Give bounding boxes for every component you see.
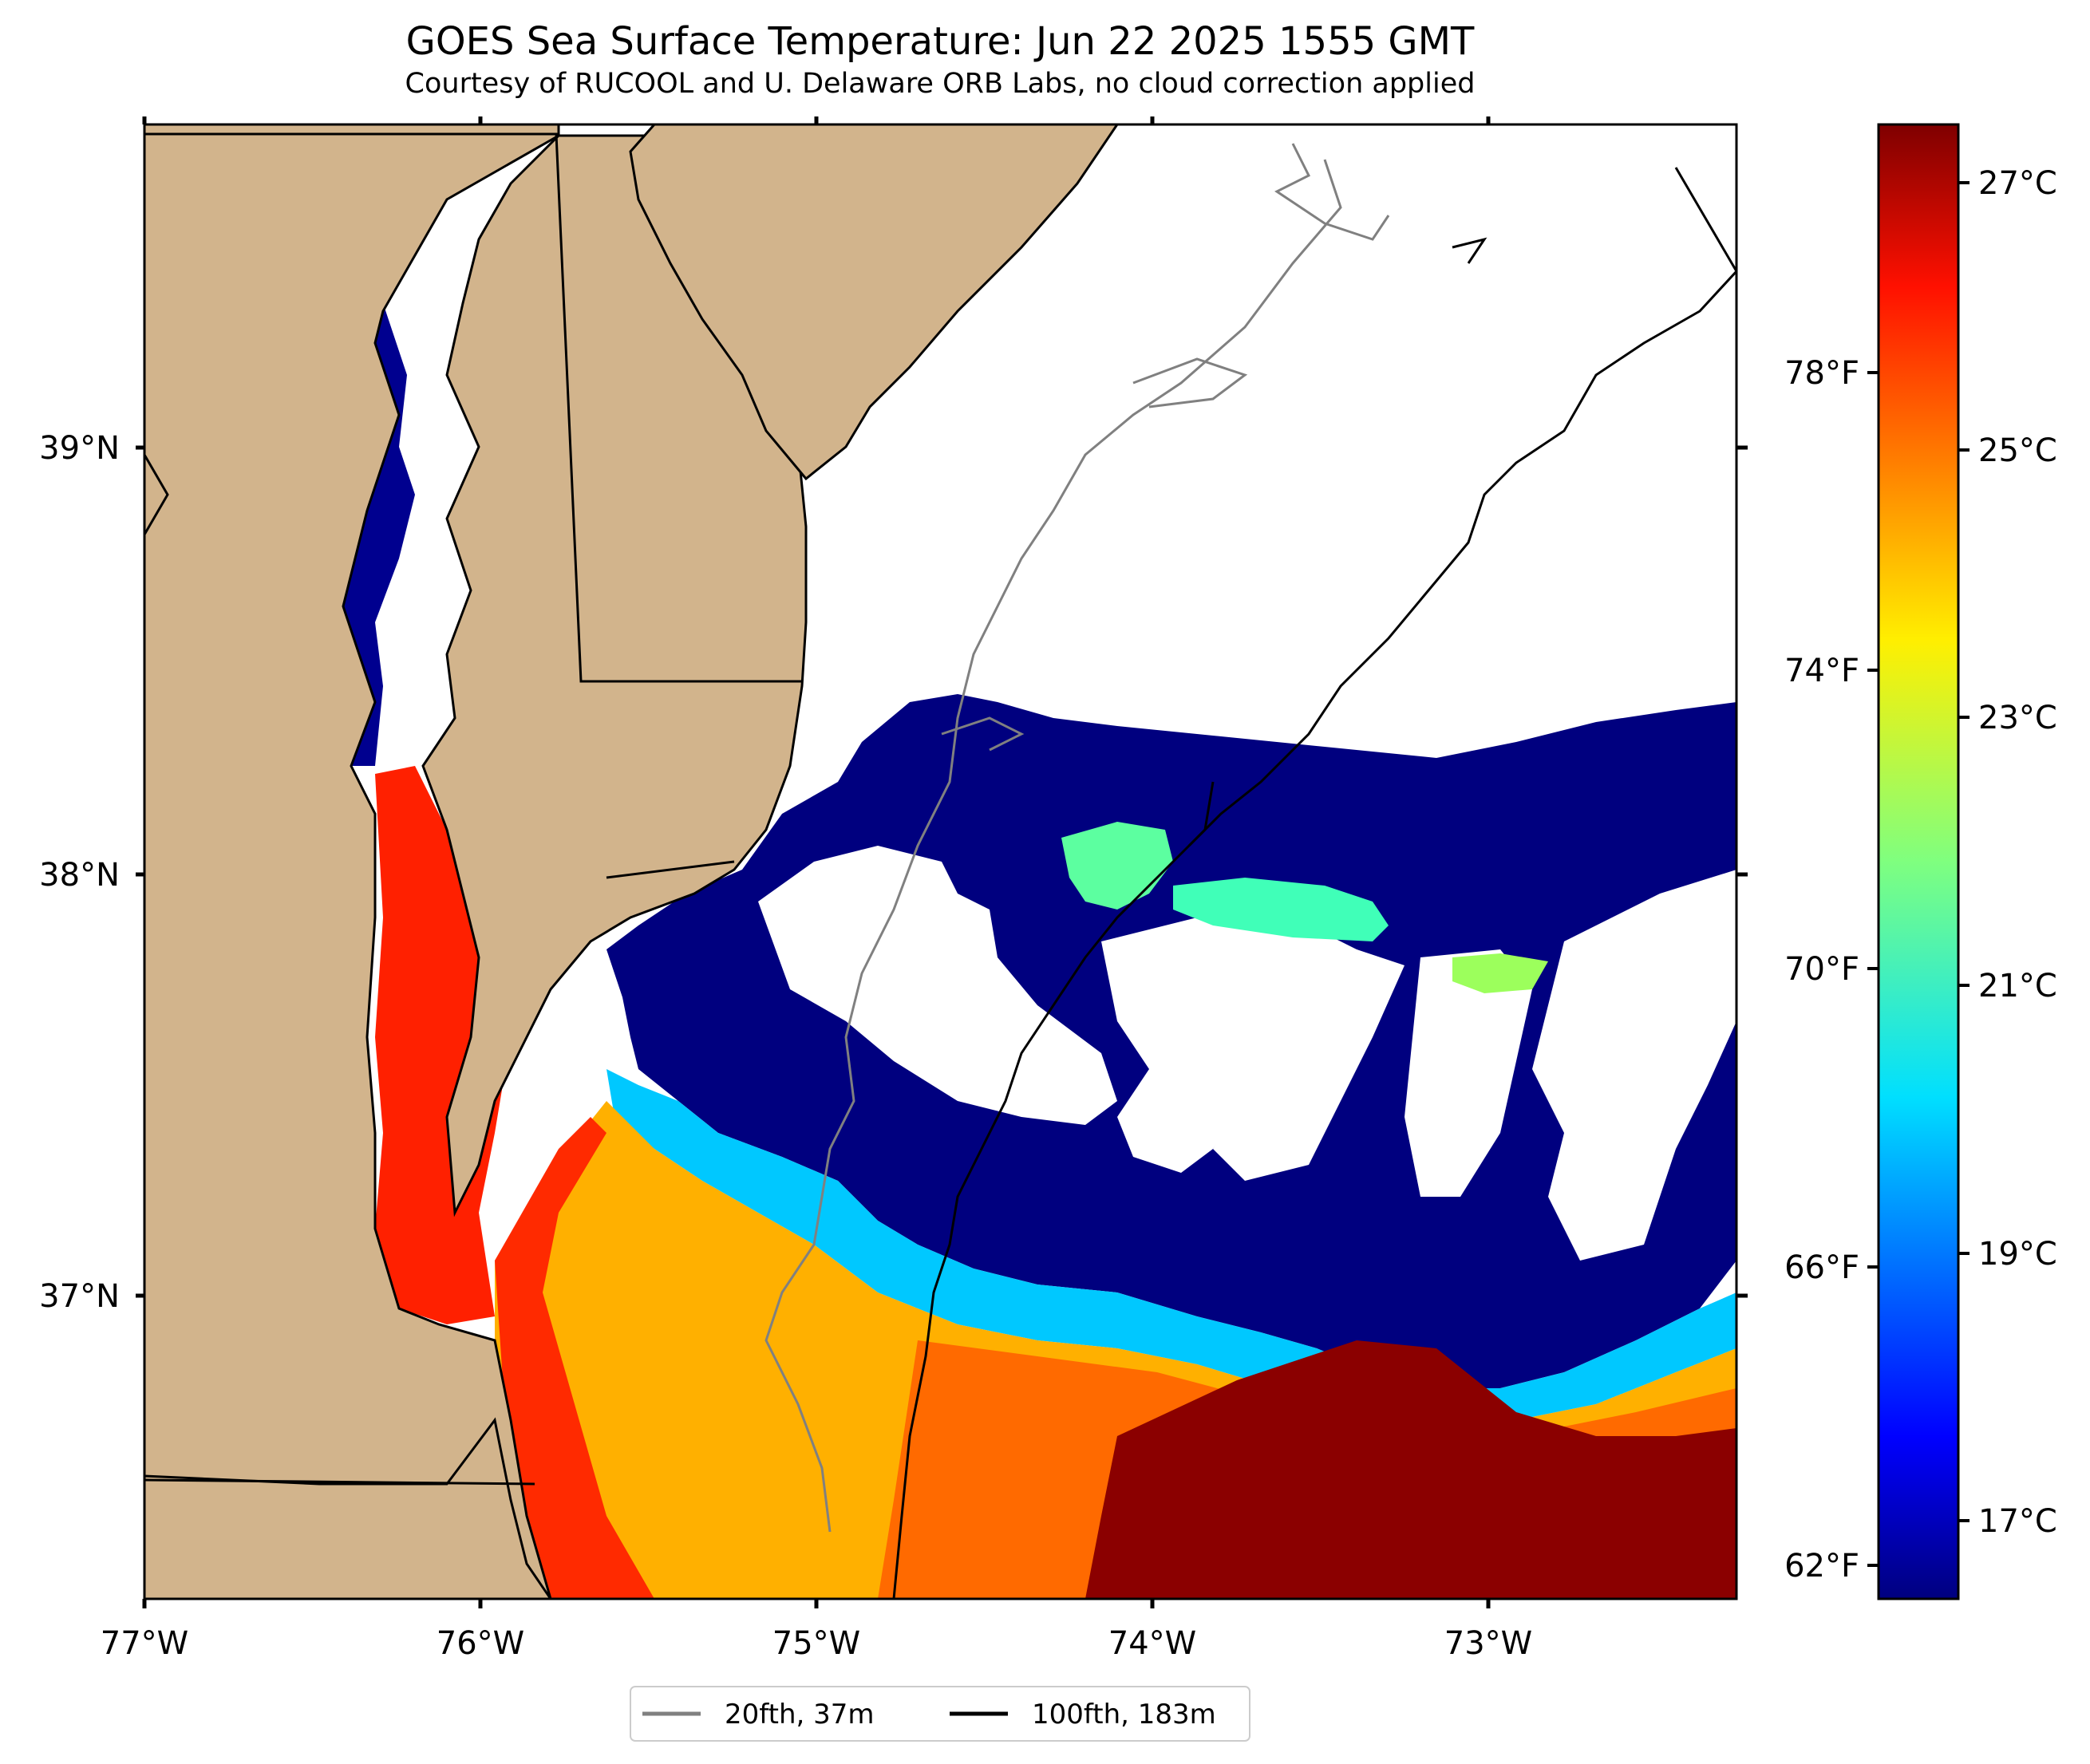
lon-tick-label-74w: 74°W — [1108, 1625, 1196, 1662]
state-boundaries — [144, 132, 802, 1486]
colorbar — [1877, 123, 1960, 1600]
front-transition-band — [606, 1069, 1736, 1428]
green-warm-patch-1 — [1061, 822, 1173, 910]
colorbar-c-label-27: 27°C — [1978, 165, 2057, 202]
cloud-gap-5 — [1532, 870, 1736, 1261]
colorbar-c-label-23: 23°C — [1978, 700, 2057, 736]
colorbar-f-label-74: 74°F — [1784, 653, 1859, 689]
land-sounds-shore — [144, 1417, 552, 1599]
nearshore-warm-region — [495, 1117, 654, 1599]
colorbar-f-label-70: 70°F — [1784, 951, 1859, 988]
lat-tick-label-39n: 39°N — [39, 430, 120, 467]
colorbar-f-label-66: 66°F — [1784, 1249, 1859, 1286]
land-delmarva — [421, 134, 808, 1217]
green-warm-patch-3 — [1452, 953, 1548, 993]
colorbar-c-label-19: 19°C — [1978, 1236, 2057, 1273]
lat-tick-label-38n: 38°N — [39, 857, 120, 894]
chart-subtitle: Courtesy of RUCOOL and U. Delaware ORB L… — [405, 68, 1476, 100]
map-frame — [143, 123, 1738, 1600]
legend-20fth-label: 20fth, 37m — [725, 1699, 875, 1730]
lon-tick-label-75w: 75°W — [772, 1625, 860, 1662]
green-warm-patch-2 — [1173, 878, 1389, 941]
lat-tick-label-37n: 37°N — [39, 1278, 120, 1315]
isobath-100fth — [892, 167, 1736, 1599]
cloud-gap-1 — [758, 846, 1117, 1125]
legend-100fth-label: 100fth, 183m — [1032, 1699, 1216, 1730]
lon-axis — [142, 116, 1491, 1608]
sst-map — [144, 124, 1736, 1599]
colorbar-ticks — [1867, 181, 1969, 1567]
lon-tick-label-76w: 76°W — [437, 1625, 524, 1662]
colorbar-c-label-25: 25°C — [1978, 432, 2057, 469]
chart-title: GOES Sea Surface Temperature: Jun 22 202… — [406, 19, 1475, 64]
colorbar-f-label-78: 78°F — [1784, 355, 1859, 392]
gulf-stream-hot-region — [1085, 1340, 1736, 1599]
isobath-20fth — [764, 143, 1390, 1533]
colorbar-c-label-17: 17°C — [1978, 1503, 2057, 1540]
lat-axis — [136, 445, 1748, 1298]
land-new-jersey — [629, 124, 1119, 481]
cloud-gap-3 — [1213, 949, 1405, 1181]
colorbar-c-label-21: 21°C — [1978, 968, 2057, 1004]
cloud-gap-4 — [1405, 949, 1532, 1197]
lon-tick-label-73w: 73°W — [1444, 1625, 1532, 1662]
land-western-shore — [144, 124, 560, 1599]
lon-tick-label-77w: 77°W — [101, 1625, 188, 1662]
isobath-legend: 20fth, 37m 100fth, 183m — [630, 1686, 1250, 1742]
land — [144, 124, 1119, 1599]
colorbar-f-label-62: 62°F — [1784, 1548, 1859, 1584]
